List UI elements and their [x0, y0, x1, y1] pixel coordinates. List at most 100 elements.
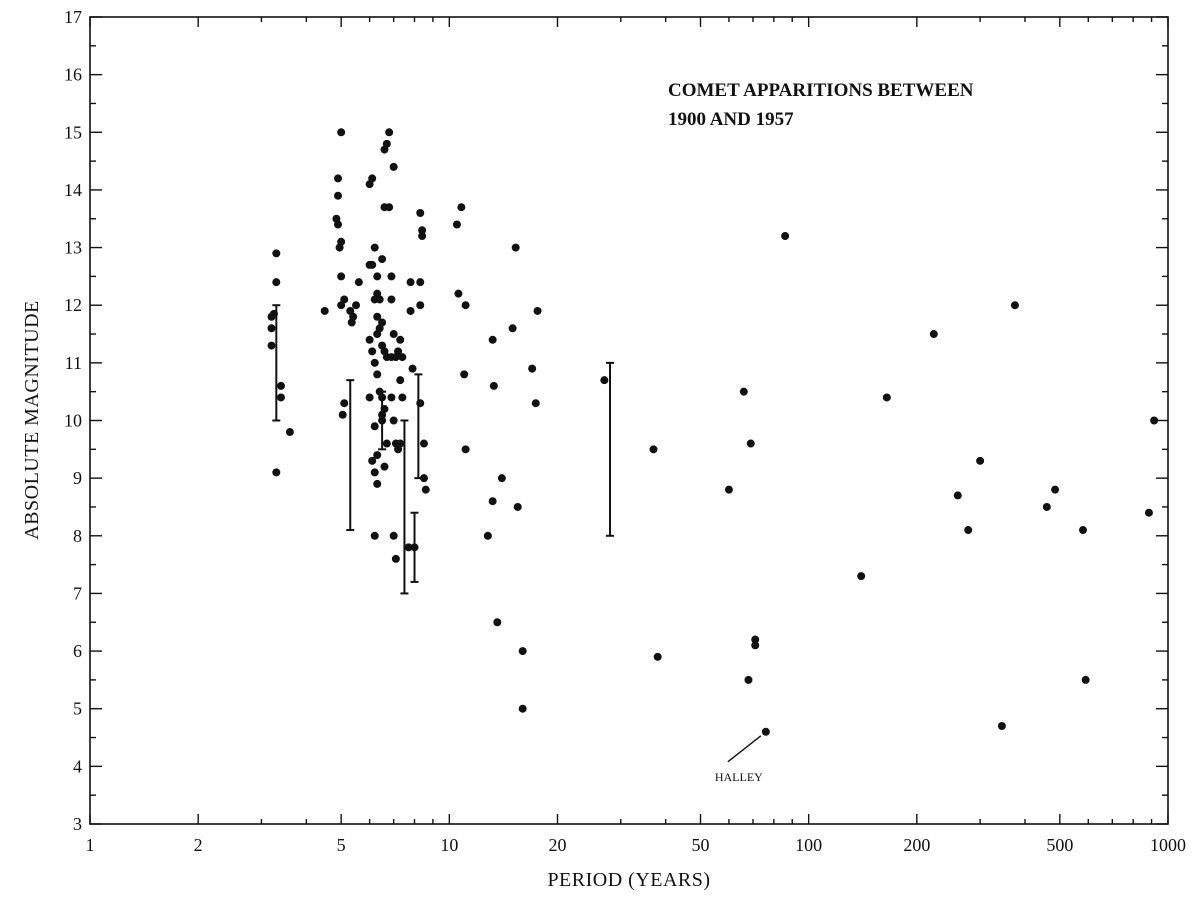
- annotation-label: HALLEY: [715, 770, 763, 784]
- x-tick-label: 20: [549, 835, 567, 855]
- plot-frame: [89, 16, 1169, 825]
- data-point: [340, 399, 349, 408]
- data-point: [267, 324, 276, 333]
- data-point: [337, 272, 346, 281]
- annotation-leader: [727, 735, 762, 763]
- data-point: [511, 243, 520, 252]
- y-tick-label: 14: [64, 180, 82, 200]
- data-point: [929, 330, 938, 339]
- data-point: [349, 312, 358, 321]
- data-point: [396, 335, 405, 344]
- data-point: [483, 531, 492, 540]
- data-point: [387, 393, 396, 402]
- data-point: [267, 341, 276, 350]
- data-point: [454, 289, 463, 298]
- data-point: [272, 278, 281, 287]
- data-point: [461, 445, 470, 454]
- data-point: [378, 393, 387, 402]
- data-point: [334, 220, 343, 229]
- data-point: [649, 445, 658, 454]
- y-tick-label: 11: [65, 353, 82, 373]
- data-point: [528, 364, 537, 373]
- data-point: [378, 255, 387, 264]
- data-point: [600, 376, 609, 385]
- data-point: [398, 393, 407, 402]
- data-point: [272, 249, 281, 258]
- data-point: [382, 139, 391, 148]
- data-point: [461, 301, 470, 310]
- data-point: [380, 462, 389, 471]
- data-point: [375, 295, 384, 304]
- data-point: [460, 370, 469, 379]
- data-point: [267, 312, 276, 321]
- data-point: [518, 704, 527, 713]
- data-point: [272, 468, 281, 477]
- data-point: [416, 278, 425, 287]
- data-point: [761, 727, 770, 736]
- x-tick-label: 200: [903, 835, 930, 855]
- data-point: [489, 381, 498, 390]
- y-tick-label: 3: [73, 814, 82, 834]
- data-point: [389, 330, 398, 339]
- x-tick-label: 10: [440, 835, 458, 855]
- data-point: [410, 543, 419, 552]
- data-point: [416, 208, 425, 217]
- annotations: HALLEY: [715, 735, 763, 784]
- data-point: [404, 543, 413, 552]
- axis-ticks: 1 2 5 10 20 50 100 200 500 1000345678910111213141…: [64, 7, 1186, 855]
- data-points: [267, 128, 1159, 736]
- data-point: [389, 162, 398, 171]
- data-point: [396, 376, 405, 385]
- y-tick-label: 9: [73, 468, 82, 488]
- range-bar: [346, 379, 355, 532]
- chart-title-line-2: 1900 AND 1957: [668, 109, 794, 130]
- data-point: [378, 416, 387, 425]
- data-point: [373, 451, 382, 460]
- data-point: [387, 272, 396, 281]
- data-point: [724, 485, 733, 494]
- data-point: [531, 399, 540, 408]
- y-tick-label: 10: [64, 411, 82, 431]
- data-point: [373, 370, 382, 379]
- data-point: [337, 301, 346, 310]
- data-point: [457, 203, 466, 212]
- data-point: [488, 497, 497, 506]
- x-tick-label: 2: [194, 835, 203, 855]
- data-point: [396, 439, 405, 448]
- data-point: [857, 572, 866, 581]
- data-point: [370, 358, 379, 367]
- data-point: [352, 301, 361, 310]
- data-point: [416, 301, 425, 310]
- data-point: [368, 456, 377, 465]
- data-point: [1144, 508, 1153, 517]
- range-bar: [606, 361, 615, 537]
- data-point: [1081, 675, 1090, 684]
- range-bar: [414, 373, 423, 480]
- range-bar: [272, 304, 281, 422]
- x-tick-label: 50: [691, 835, 709, 855]
- data-point: [391, 554, 400, 563]
- data-point: [276, 393, 285, 402]
- y-tick-label: 6: [73, 641, 82, 661]
- data-point: [276, 381, 285, 390]
- data-point: [368, 174, 377, 183]
- data-point: [338, 410, 347, 419]
- data-point: [746, 439, 755, 448]
- data-point: [406, 306, 415, 315]
- data-point: [335, 243, 344, 252]
- y-tick-label: 13: [64, 238, 82, 258]
- data-point: [953, 491, 962, 500]
- data-point: [385, 128, 394, 137]
- data-point: [751, 641, 760, 650]
- y-tick-label: 15: [64, 122, 82, 142]
- data-point: [382, 439, 391, 448]
- data-point: [334, 174, 343, 183]
- y-tick-label: 16: [64, 65, 82, 85]
- data-point: [964, 526, 973, 535]
- data-point: [1051, 485, 1060, 494]
- data-point: [334, 191, 343, 200]
- data-point: [365, 335, 374, 344]
- data-point: [488, 335, 497, 344]
- data-point: [493, 618, 502, 627]
- data-point: [416, 399, 425, 408]
